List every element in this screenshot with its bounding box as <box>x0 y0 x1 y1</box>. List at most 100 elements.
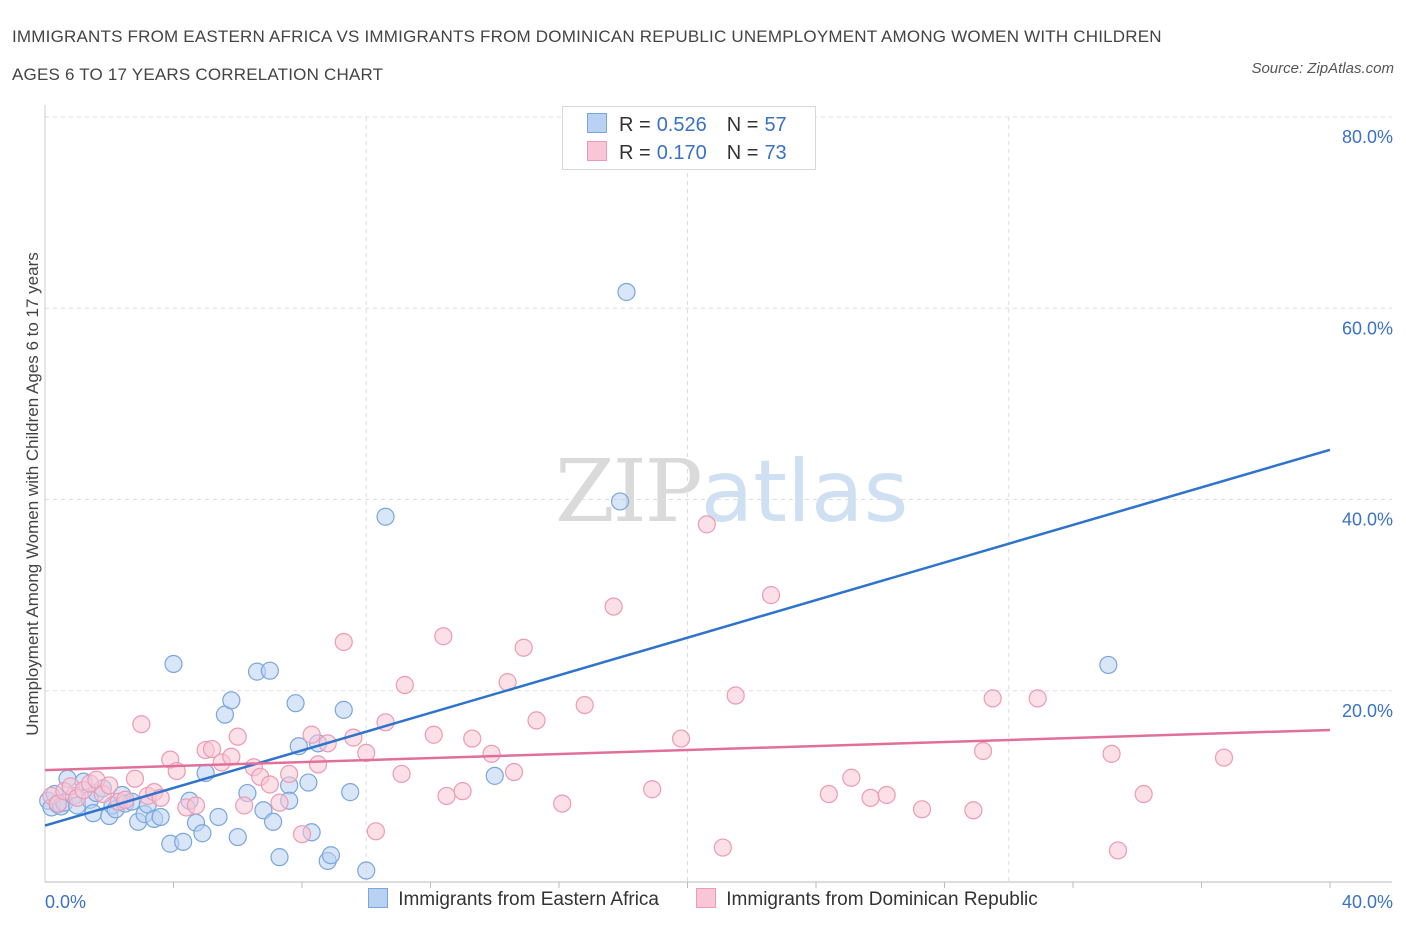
y-tick-label: 20.0% <box>1342 701 1393 721</box>
point-dominican-republic <box>1102 744 1121 763</box>
legend-n-label: N = <box>726 142 759 164</box>
point-eastern-africa <box>334 700 353 719</box>
point-eastern-africa <box>485 766 504 785</box>
point-dominican-republic <box>713 838 732 857</box>
point-dominican-republic <box>437 786 456 806</box>
legend-r-value: 0.526 <box>656 114 707 136</box>
point-dominican-republic <box>604 597 623 616</box>
trend-line-dominican-republic <box>44 728 1331 772</box>
point-dominican-republic <box>453 782 472 801</box>
point-eastern-africa <box>357 861 376 880</box>
point-dominican-republic <box>222 747 241 766</box>
legend-swatch-pink <box>587 141 607 161</box>
point-dominican-republic <box>842 768 861 787</box>
legend-row-eastern-africa: R = 0.526 N = 57 <box>587 113 787 141</box>
source-label: Source: ZipAtlas.com <box>1251 60 1394 77</box>
point-eastern-africa <box>174 832 193 851</box>
point-dominican-republic <box>424 725 443 744</box>
point-dominican-republic <box>482 744 501 763</box>
point-dominican-republic <box>366 822 385 841</box>
point-dominican-republic <box>1028 689 1047 708</box>
x-tick-label: 40.0% <box>1342 892 1393 912</box>
point-dominican-republic <box>671 729 691 748</box>
watermark: ZIPatlas <box>555 442 908 542</box>
point-dominican-republic <box>202 739 222 759</box>
y-axis-label: Unemployment Among Women with Children A… <box>23 252 42 736</box>
point-dominican-republic <box>125 769 145 788</box>
point-dominican-republic <box>761 586 781 605</box>
point-eastern-africa <box>299 773 318 792</box>
legend-item-dominican-republic: Immigrants from Dominican Republic <box>696 888 1038 911</box>
point-dominican-republic <box>861 788 880 807</box>
y-tick-label: 80.0% <box>1342 127 1393 147</box>
point-dominican-republic <box>395 675 414 695</box>
x-tick-label: 0.0% <box>45 892 86 912</box>
grid-lines <box>45 116 1392 882</box>
point-dominican-republic <box>553 794 572 813</box>
point-dominican-republic <box>463 729 482 748</box>
legend-n-value: 57 <box>764 114 787 136</box>
series-dominican-republic-points <box>42 515 1234 860</box>
tick-labels: 20.0% 40.0% 60.0% 80.0% 0.0% 40.0% <box>45 127 1393 912</box>
point-dominican-republic <box>527 711 546 730</box>
point-dominican-republic <box>100 776 119 795</box>
point-eastern-africa <box>610 492 630 511</box>
point-eastern-africa <box>286 694 305 713</box>
legend-row-dominican-republic: R = 0.170 N = 73 <box>587 141 787 169</box>
stats-legend: R = 0.526 N = 57 R = 0.170 N = 73 <box>562 106 816 170</box>
point-eastern-africa <box>1099 655 1118 675</box>
point-eastern-africa <box>376 507 395 526</box>
point-dominican-republic <box>697 515 716 534</box>
point-dominican-republic <box>292 825 312 844</box>
point-dominican-republic <box>235 796 254 815</box>
y-tick-label: 40.0% <box>1342 510 1393 530</box>
point-dominican-republic <box>280 764 299 784</box>
point-dominican-republic <box>504 762 524 782</box>
series-legend: Immigrants from Eastern Africa Immigrant… <box>0 888 1406 911</box>
point-dominican-republic <box>819 784 838 804</box>
legend-item-eastern-africa: Immigrants from Eastern Africa <box>368 888 659 911</box>
point-dominican-republic <box>514 638 533 657</box>
legend-r-label: R = <box>619 142 651 164</box>
point-eastern-africa <box>222 691 241 710</box>
point-dominican-republic <box>1108 841 1128 860</box>
legend-n-value: 73 <box>764 142 787 164</box>
point-dominican-republic <box>1214 748 1234 767</box>
point-dominican-republic <box>334 632 353 652</box>
point-dominican-republic <box>877 785 896 805</box>
point-dominican-republic <box>392 764 411 784</box>
watermark-zip: ZIP <box>555 442 703 542</box>
point-eastern-africa <box>164 654 183 674</box>
point-dominican-republic <box>434 627 453 646</box>
point-eastern-africa <box>193 824 212 843</box>
legend-swatch-pink <box>696 888 717 908</box>
point-eastern-africa <box>270 848 289 867</box>
point-dominican-republic <box>912 800 932 819</box>
point-eastern-africa <box>151 807 170 827</box>
point-dominican-republic <box>575 695 594 715</box>
series-eastern-africa-points <box>39 282 1118 880</box>
point-dominican-republic <box>228 727 247 746</box>
point-eastern-africa <box>209 807 228 827</box>
point-dominican-republic <box>186 796 206 815</box>
point-dominican-republic <box>973 741 993 761</box>
point-eastern-africa <box>260 661 279 680</box>
point-eastern-africa <box>341 783 360 802</box>
trend-lines <box>44 448 1331 827</box>
legend-r-value: 0.170 <box>656 142 707 164</box>
trend-line-eastern-africa <box>44 448 1331 827</box>
legend-swatch-blue <box>587 113 607 133</box>
legend-label-eastern-africa: Immigrants from Eastern Africa <box>398 889 659 910</box>
y-tick-label: 60.0% <box>1342 318 1393 338</box>
point-dominican-republic <box>270 793 289 812</box>
point-dominican-republic <box>302 725 321 744</box>
point-eastern-africa <box>228 827 247 847</box>
point-eastern-africa <box>617 282 636 302</box>
point-dominican-republic <box>308 755 328 774</box>
legend-n-label: N = <box>726 114 759 136</box>
chart-title: IMMIGRANTS FROM EASTERN AFRICA VS IMMIGR… <box>12 27 1162 84</box>
legend-swatch-blue <box>368 888 389 908</box>
watermark-atlas: atlas <box>700 442 909 542</box>
point-dominican-republic <box>643 780 662 799</box>
